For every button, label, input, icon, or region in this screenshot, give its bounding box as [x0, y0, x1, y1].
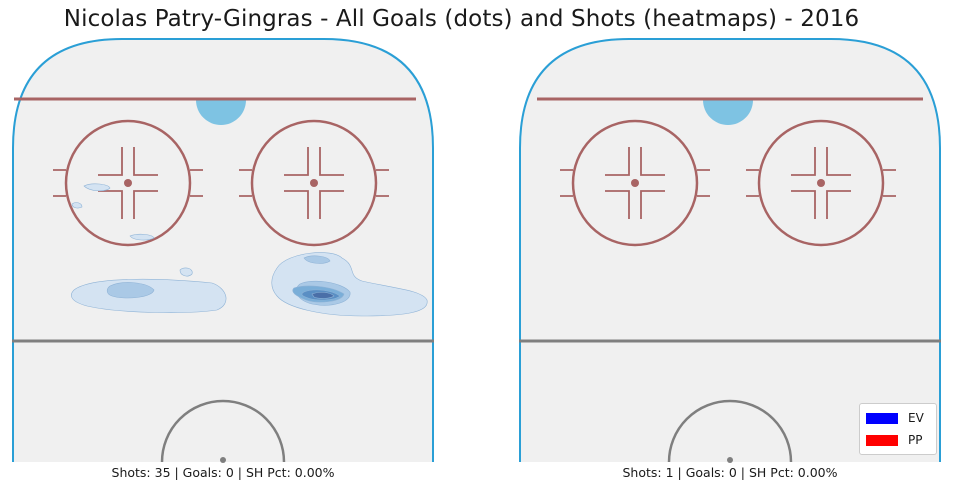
legend: EV PP	[859, 403, 937, 455]
heat-contour	[303, 255, 331, 264]
faceoff-circle-left	[53, 119, 203, 247]
center-dot	[220, 457, 226, 463]
boards	[519, 38, 941, 462]
center-circle	[667, 399, 793, 463]
caption-left: Shots: 35 | Goals: 0 | SH Pct: 0.00%	[111, 465, 335, 480]
chart-title: Nicolas Patry-Gingras - All Goals (dots)…	[63, 6, 860, 32]
ice-surface	[12, 38, 434, 462]
legend-label-ev: EV	[908, 411, 924, 425]
center-dot	[727, 457, 733, 463]
heat-contour	[71, 278, 227, 313]
heat-contour	[106, 282, 155, 299]
center-circle	[160, 399, 286, 463]
heat-contour	[311, 291, 335, 299]
legend-swatch-pp	[866, 434, 898, 446]
legend-label-pp: PP	[908, 433, 923, 447]
rink-surface	[519, 38, 941, 463]
caption-right: Shots: 1 | Goals: 0 | SH Pct: 0.00%	[622, 465, 838, 480]
legend-item-ev: EV	[866, 410, 924, 426]
legend-item-pp: PP	[866, 432, 922, 448]
ice-surface	[519, 38, 941, 462]
rink-right	[519, 38, 941, 463]
faceoff-circle-left	[560, 119, 710, 247]
heat-contour	[129, 233, 155, 241]
shot-heatmap	[71, 183, 428, 317]
faceoff-circle-right	[239, 119, 389, 247]
goal-crease	[196, 100, 246, 125]
heat-contour	[83, 183, 111, 192]
legend-swatch-ev	[866, 412, 898, 424]
heat-contour	[71, 202, 83, 209]
rink-left	[12, 38, 434, 463]
faceoff-circle-right	[746, 119, 896, 247]
boards	[12, 38, 434, 462]
rink-surface	[12, 38, 434, 463]
heat-contour	[179, 267, 193, 277]
goal-crease	[703, 100, 753, 125]
